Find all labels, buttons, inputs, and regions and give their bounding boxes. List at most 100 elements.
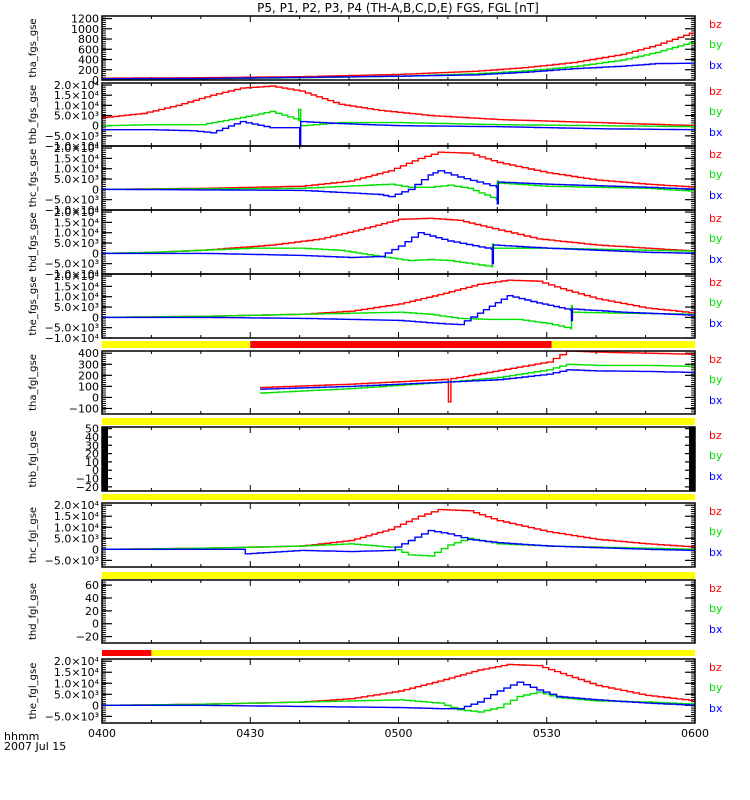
availability-bar-segment: [151, 650, 695, 656]
legend-by: by: [709, 449, 723, 462]
legend-bx: bx: [709, 59, 723, 72]
y-tick-label: 0: [92, 699, 99, 712]
panel-frame: [101, 426, 696, 492]
y-tick-label: 300: [78, 358, 99, 371]
legend-bz: bz: [709, 212, 722, 225]
panel-frame: [101, 82, 696, 147]
y-tick-label: 400: [78, 54, 99, 67]
legend-bz: bz: [709, 505, 722, 518]
legend-bx: bx: [709, 546, 723, 559]
legend-bx: bx: [709, 126, 723, 139]
y-axis-label: thb_fgs_gse: [28, 85, 39, 144]
x-tick-label: 0430: [236, 727, 264, 740]
y-tick-label: −5.0×10³: [45, 258, 99, 271]
x-tick-label: 0500: [385, 727, 413, 740]
y-tick-label: −1.0×10⁴: [45, 140, 100, 153]
y-tick-label: 5.0×10³: [54, 110, 99, 123]
availability-bar-segment: [102, 341, 251, 348]
availability-bar-segment: [102, 494, 695, 500]
series-line-bz: [102, 31, 695, 79]
legend-by: by: [709, 681, 723, 694]
y-axis-label: the_fgs_gse: [28, 276, 39, 335]
legend-bx: bx: [709, 317, 723, 330]
series-line-bx: [102, 681, 695, 710]
y-axis-label: thc_fgl_gse: [28, 507, 39, 563]
availability-bar-segment: [102, 572, 695, 579]
y-tick-label: 400: [78, 347, 99, 360]
y-tick-label: 30: [85, 439, 99, 452]
y-axis-label: tha_fgl_gse: [28, 354, 39, 411]
series-line-bz: [102, 85, 695, 127]
y-tick-label: 1000: [71, 23, 99, 36]
y-tick-label: 1.0×10⁴: [54, 99, 100, 112]
y-tick-label: 2.0×10⁴: [54, 79, 100, 92]
y-axis-label: thd_fgl_gse: [28, 583, 39, 640]
panel-frame: [101, 145, 696, 211]
y-tick-label: 2.0×10⁴: [54, 270, 100, 283]
legend-bz: bz: [709, 148, 722, 161]
y-tick-label: 10: [85, 456, 99, 469]
panel-frame: [101, 658, 696, 724]
legend-bz: bz: [709, 353, 722, 366]
y-tick-label: −20: [76, 481, 99, 494]
x-tick-label: 0600: [681, 727, 709, 740]
y-tick-label: 5.0×10³: [54, 532, 99, 545]
y-tick-label: −5.0×10³: [45, 130, 99, 143]
y-tick-label: 0: [92, 311, 99, 324]
y-tick-label: 1.0×10⁴: [54, 521, 100, 534]
legend-bx: bx: [709, 253, 723, 266]
y-tick-label: 1.5×10⁴: [54, 510, 100, 523]
series-line-bx: [102, 120, 695, 146]
legend-bz: bz: [709, 85, 722, 98]
y-tick-label: 1.5×10⁴: [54, 152, 100, 165]
panel-frame: [101, 273, 696, 339]
y-tick-label: 0: [92, 247, 99, 260]
panel-thd_fgs_gse: −1.0×10⁴−5.0×10³05.0×10³1.0×10⁴1.5×10⁴2.…: [28, 206, 723, 281]
series-line-by: [260, 363, 695, 394]
series-line-bx: [260, 369, 695, 390]
y-tick-label: 1.0×10⁴: [54, 163, 100, 176]
y-tick-label: 0: [92, 618, 99, 631]
y-tick-label: 5.0×10³: [54, 173, 99, 186]
series-line-bz: [102, 151, 695, 191]
series-line-by: [102, 691, 695, 713]
y-axis-label: thd_fgs_gse: [28, 212, 39, 271]
y-tick-label: −5.0×10³: [45, 710, 99, 723]
y-tick-label: −20: [76, 631, 99, 644]
panel-thb_fgs_gse: −1.0×10⁴−5.0×10³05.0×10³1.0×10⁴1.5×10⁴2.…: [28, 79, 723, 153]
y-tick-label: 2.0×10⁴: [54, 142, 100, 155]
y-tick-label: −1.0×10⁴: [45, 332, 100, 345]
legend-by: by: [709, 296, 723, 309]
y-tick-label: 0: [92, 391, 99, 404]
legend-bx: bx: [709, 623, 723, 636]
x-tick-label: 0530: [533, 727, 561, 740]
chart-title: P5, P1, P2, P3, P4 (TH-A,B,C,D,E) FGS, F…: [257, 1, 539, 15]
y-tick-label: 100: [78, 380, 99, 393]
y-tick-label: 0: [92, 120, 99, 133]
series-line-by: [102, 41, 695, 80]
y-tick-label: 60: [85, 579, 99, 592]
y-tick-label: 40: [85, 592, 99, 605]
y-axis-label: the_fgl_gse: [28, 663, 39, 720]
y-tick-label: 2.0×10⁴: [54, 499, 100, 512]
y-tick-label: 0: [92, 543, 99, 556]
series-line-by: [102, 180, 695, 201]
panel-frame: [101, 579, 696, 644]
legend-bz: bz: [709, 661, 722, 674]
legend-by: by: [709, 105, 723, 118]
y-tick-label: 2.0×10⁴: [54, 655, 100, 668]
y-tick-label: 1200: [71, 13, 99, 26]
legend-bx: bx: [709, 702, 723, 715]
x-unit-label: hhmm: [4, 730, 39, 743]
y-tick-label: 0: [92, 464, 99, 477]
dense-tick-band-left: [102, 427, 108, 491]
y-axis-label: tha_fgs_gse: [28, 18, 39, 77]
legend-bz: bz: [709, 429, 722, 442]
date-label: 2007 Jul 15: [4, 740, 66, 753]
